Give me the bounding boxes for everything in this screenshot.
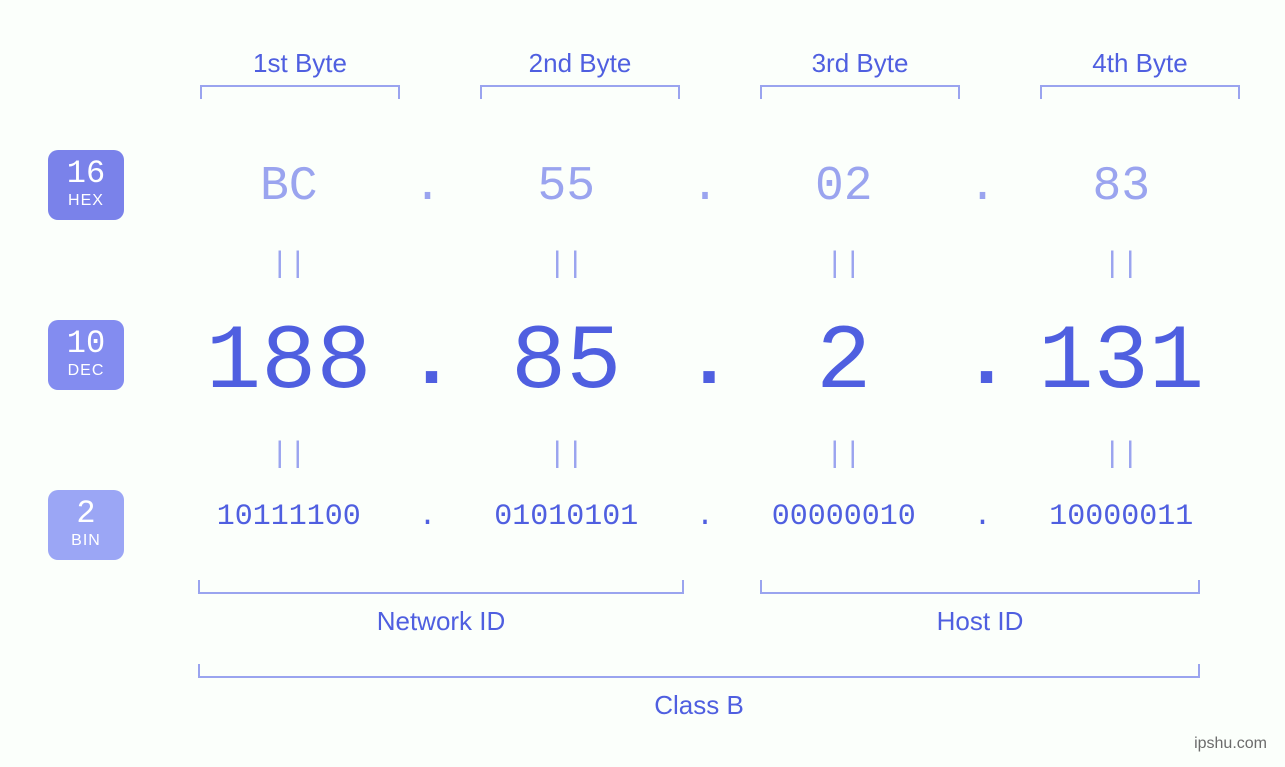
dec-byte-2: 85: [448, 310, 686, 415]
base-label-bin: BIN: [48, 532, 124, 550]
separator-dot: .: [963, 317, 1003, 408]
byte-bracket: [760, 85, 960, 99]
separator-dot: .: [408, 160, 448, 214]
base-label-dec: DEC: [48, 362, 124, 380]
bin-byte-1: 10111100: [170, 500, 408, 534]
hex-row: BC . 55 . 02 . 83: [170, 160, 1240, 214]
byte-bracket: [480, 85, 680, 99]
hex-byte-3: 02: [725, 160, 963, 214]
equals-icon: ||: [1003, 248, 1241, 282]
bin-row: 10111100 . 01010101 . 00000010 . 1000001…: [170, 500, 1240, 534]
separator-dot: .: [685, 160, 725, 214]
base-num-dec: 10: [48, 328, 124, 360]
byte-header-3: 3rd Byte: [760, 48, 960, 79]
bin-byte-4: 10000011: [1003, 500, 1241, 534]
network-id-label: Network ID: [198, 606, 684, 637]
equals-icon: ||: [1003, 438, 1241, 472]
host-id-bracket: [760, 580, 1200, 594]
separator-dot: .: [685, 500, 725, 534]
base-label-hex: HEX: [48, 192, 124, 210]
separator-dot: .: [408, 500, 448, 534]
base-num-bin: 2: [48, 498, 124, 530]
dec-row: 188 . 85 . 2 . 131: [170, 310, 1240, 415]
byte-header-4: 4th Byte: [1040, 48, 1240, 79]
equals-icon: ||: [725, 248, 963, 282]
bin-byte-2: 01010101: [448, 500, 686, 534]
hex-byte-1: BC: [170, 160, 408, 214]
dec-byte-1: 188: [170, 310, 408, 415]
base-badge-bin: 2 BIN: [48, 490, 124, 560]
host-id-label: Host ID: [760, 606, 1200, 637]
equals-icon: ||: [448, 438, 686, 472]
base-badge-hex: 16 HEX: [48, 150, 124, 220]
equals-icon: ||: [448, 248, 686, 282]
equals-icon: ||: [170, 248, 408, 282]
equals-icon: ||: [725, 438, 963, 472]
watermark: ipshu.com: [1194, 735, 1267, 753]
byte-bracket: [200, 85, 400, 99]
byte-header-1: 1st Byte: [200, 48, 400, 79]
separator-dot: .: [408, 317, 448, 408]
dec-byte-4: 131: [1003, 310, 1241, 415]
base-badge-dec: 10 DEC: [48, 320, 124, 390]
base-num-hex: 16: [48, 158, 124, 190]
equals-row: || || || ||: [170, 438, 1240, 472]
hex-byte-2: 55: [448, 160, 686, 214]
separator-dot: .: [963, 160, 1003, 214]
separator-dot: .: [685, 317, 725, 408]
hex-byte-4: 83: [1003, 160, 1241, 214]
dec-byte-3: 2: [725, 310, 963, 415]
separator-dot: .: [963, 500, 1003, 534]
class-bracket: [198, 664, 1200, 678]
network-id-bracket: [198, 580, 684, 594]
class-label: Class B: [198, 690, 1200, 721]
bin-byte-3: 00000010: [725, 500, 963, 534]
byte-bracket: [1040, 85, 1240, 99]
byte-header-2: 2nd Byte: [480, 48, 680, 79]
equals-row: || || || ||: [170, 248, 1240, 282]
equals-icon: ||: [170, 438, 408, 472]
